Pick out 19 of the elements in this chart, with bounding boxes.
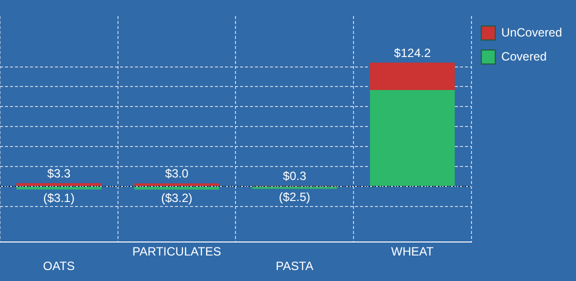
legend-label: Covered [501, 49, 547, 64]
x-tick-label: PASTA [276, 259, 314, 274]
data-label: ($3.1) [43, 190, 75, 205]
bar [134, 186, 220, 190]
x-tick-label: PARTICULATES [132, 244, 222, 259]
data-label: $3.0 [165, 166, 189, 181]
bar [370, 62, 455, 90]
total-label: $124.2 [394, 46, 432, 60]
data-label: $3.3 [47, 166, 71, 180]
bar [16, 183, 102, 186]
x-tick-label: OATS [43, 259, 75, 274]
data-label: ($3.2) [161, 190, 192, 205]
bar [134, 183, 220, 186]
legend-label: UnCovered [501, 25, 562, 40]
x-tick-label: WHEAT [391, 244, 434, 259]
data-label: ($2.5) [278, 190, 310, 204]
data-label: $0.3 [282, 169, 307, 184]
bar [370, 90, 455, 186]
bar [16, 186, 102, 190]
